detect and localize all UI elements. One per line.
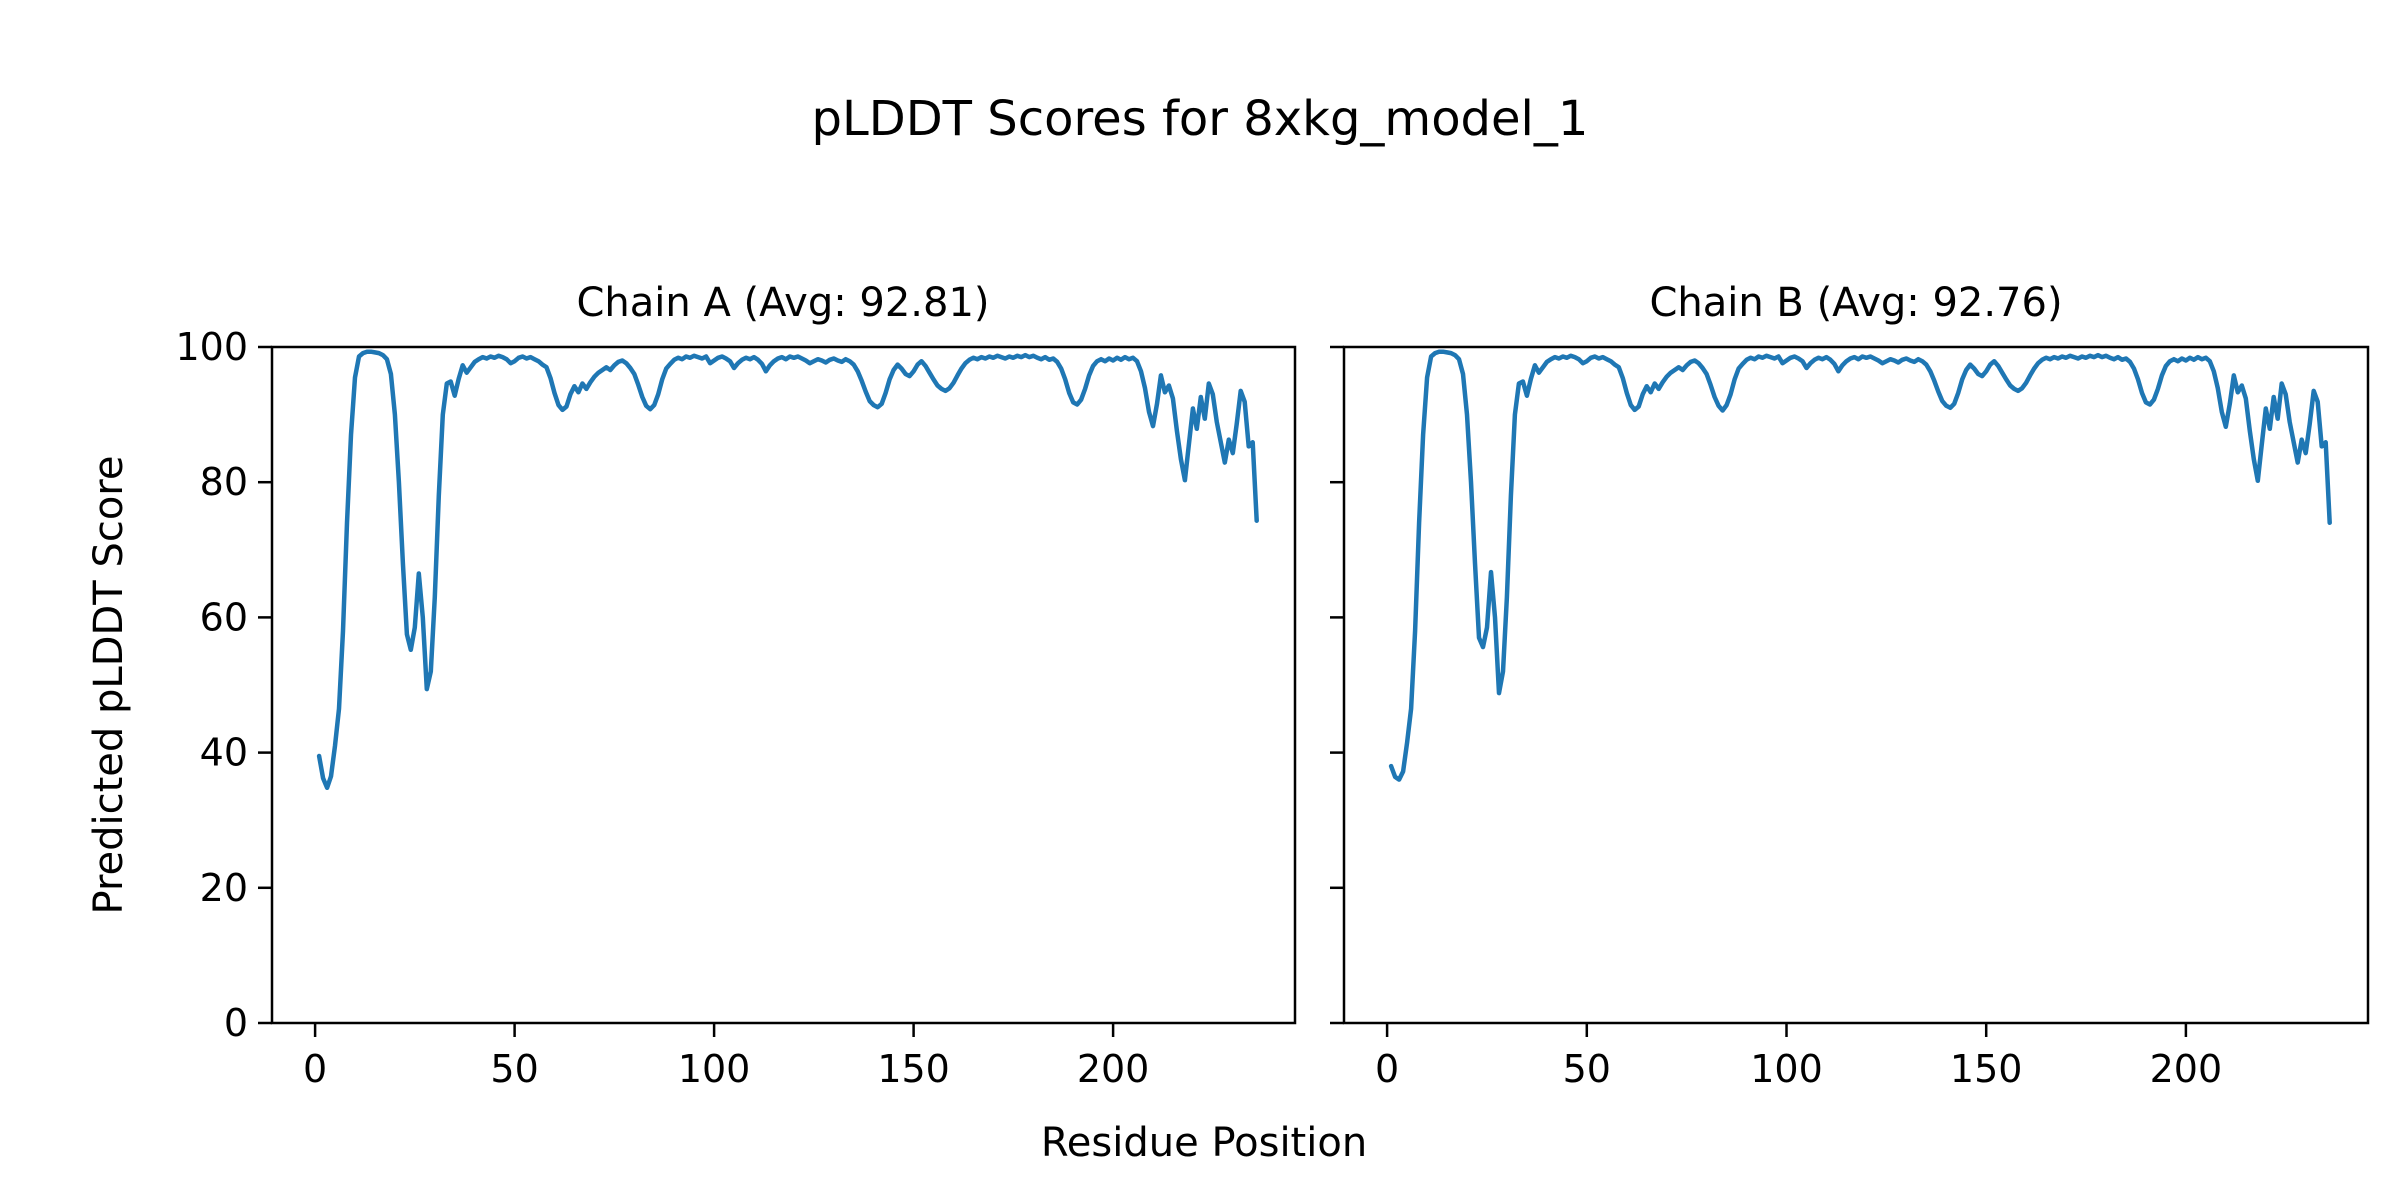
- x-tick-label: 50: [1563, 1047, 1611, 1091]
- figure-title: pLDDT Scores for 8xkg_model_1: [812, 91, 1589, 147]
- y-axis-label: Predicted pLDDT Score: [86, 456, 132, 915]
- subplot-chain-a-title: Chain A (Avg: 92.81): [576, 280, 989, 326]
- plot-frame: [270, 345, 1297, 1025]
- x-tick-label: 0: [1375, 1047, 1399, 1091]
- y-tick-label: 20: [200, 866, 248, 910]
- plot-frame: [1342, 345, 2370, 1025]
- plddt-line: [1388, 349, 2332, 782]
- subplot-chain-a: Chain A (Avg: 92.81) 0 50 100 150 200 0 20 40 60…: [175, 280, 1297, 1091]
- x-tick-label: 150: [1950, 1047, 2023, 1091]
- subplot-chain-b: Chain B (Avg: 92.76) 0 50 100 150 200: [1330, 280, 2370, 1091]
- y-tick-label: 0: [224, 1001, 248, 1045]
- y-tick-label: 60: [200, 595, 248, 639]
- x-tick-label: 200: [1077, 1047, 1150, 1091]
- x-tick-label: 100: [678, 1047, 751, 1091]
- x-axis-label: Residue Position: [1041, 1120, 1367, 1166]
- plddt-line: [316, 349, 1259, 791]
- y-tick-label: 80: [200, 460, 248, 504]
- x-tick-label: 0: [303, 1047, 327, 1091]
- y-tick-label: 100: [175, 325, 248, 369]
- subplot-chain-b-title: Chain B (Avg: 92.76): [1649, 280, 2062, 326]
- y-tick-label: 40: [200, 731, 248, 775]
- subplot-chain-b-axes: 0 50 100 150 200: [1330, 345, 2370, 1091]
- x-tick-label: 100: [1750, 1047, 1823, 1091]
- x-tick-label: 200: [2150, 1047, 2223, 1091]
- x-tick-label: 50: [490, 1047, 538, 1091]
- x-tick-label: 150: [877, 1047, 950, 1091]
- subplot-chain-a-axes: 0 50 100 150 200 0 20 40 60 80 100: [175, 325, 1297, 1091]
